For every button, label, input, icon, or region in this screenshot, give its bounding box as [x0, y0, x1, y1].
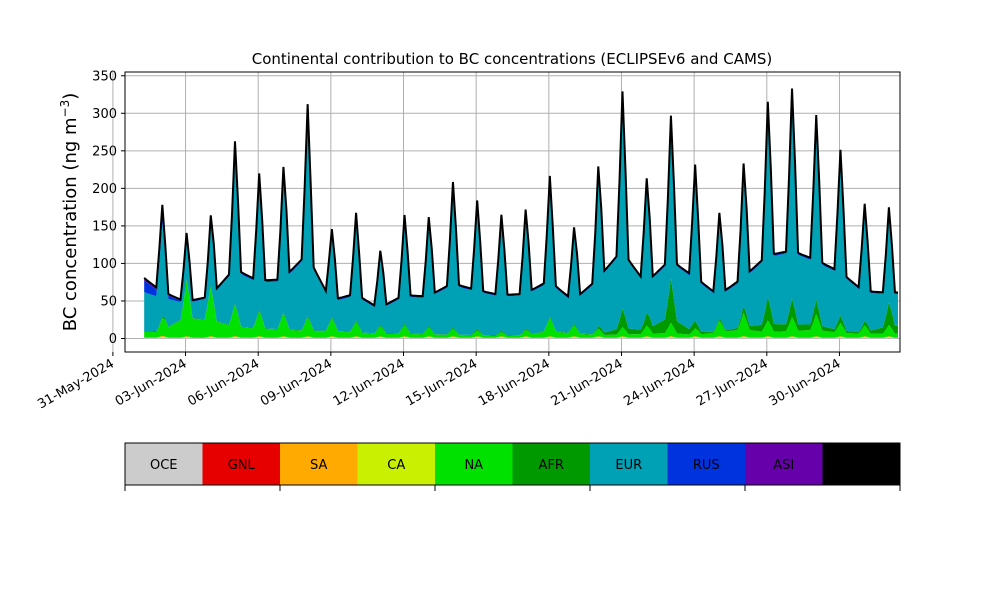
- legend-label-afr: AFR: [539, 458, 564, 473]
- legend-label-ca: CA: [387, 458, 405, 473]
- y-axis-label-sup: −3: [58, 100, 72, 118]
- x-tick-label: 18-Jun-2024: [476, 356, 553, 409]
- legend-swatch-gnl: [202, 443, 280, 485]
- x-tick-label: 24-Jun-2024: [621, 356, 698, 409]
- area-afr: [144, 278, 898, 337]
- x-tick-label: 03-Jun-2024: [113, 356, 190, 409]
- area-na: [144, 280, 898, 338]
- plot-frame: [124, 71, 901, 353]
- legend-swatch-rus: [667, 443, 745, 485]
- legend-swatch-oce: [125, 443, 203, 485]
- y-tick-label: 0: [109, 332, 117, 347]
- y-axis-label-main: BC concentration (ng m: [60, 117, 81, 331]
- x-tick-label: 27-Jun-2024: [694, 356, 771, 409]
- y-axis-label-close: ): [60, 93, 81, 100]
- area-eur: [144, 93, 898, 336]
- x-tick-label: 31-May-2024: [35, 356, 117, 412]
- area-sa: [144, 335, 898, 338]
- chart-title: Continental contribution to BC concentra…: [252, 50, 773, 68]
- y-axis-label: BC concentration (ng m−3): [58, 93, 81, 332]
- y-tick-label: 150: [92, 219, 117, 234]
- y-tick-label: 300: [92, 107, 117, 122]
- x-tick-label: 09-Jun-2024: [258, 356, 335, 409]
- legend-swatch-ca: [357, 443, 435, 485]
- legend-label-asi: ASI: [773, 458, 794, 473]
- legend-swatch-afr: [512, 443, 590, 485]
- y-tick-label: 250: [92, 144, 117, 159]
- x-tick-label: 21-Jun-2024: [549, 356, 626, 409]
- y-tick-label: 200: [92, 182, 117, 197]
- legend-label-oce: OCE: [150, 458, 178, 473]
- legend-swatch-asi: [745, 443, 823, 485]
- legend-label-aus: AUS: [848, 458, 875, 473]
- x-tick-label: 06-Jun-2024: [185, 356, 262, 409]
- legend-frame: [124, 442, 901, 486]
- legend-swatch-eur: [590, 443, 668, 485]
- legend-swatch-aus: [822, 443, 900, 485]
- x-tick-label: 30-Jun-2024: [767, 356, 844, 409]
- y-tick-label: 50: [100, 294, 117, 309]
- area-oce: [144, 336, 898, 339]
- legend-label-na: NA: [464, 458, 483, 473]
- legend-label-gnl: GNL: [228, 458, 256, 473]
- legend-colorbar: OCE GNL SA CA NA AFR EUR RUS ASI AUS: [124, 442, 901, 491]
- stacked-areas: [143, 88, 899, 339]
- x-tick-label: 15-Jun-2024: [403, 356, 480, 409]
- legend-swatch-sa: [280, 443, 358, 485]
- legend-label-rus: RUS: [693, 458, 720, 473]
- legend-swatch-na: [435, 443, 513, 485]
- legend-label-eur: EUR: [615, 458, 642, 473]
- x-tick-label: 12-Jun-2024: [331, 356, 408, 409]
- y-tick-label: 100: [92, 257, 117, 272]
- legend-label-sa: SA: [310, 458, 327, 473]
- y-tick-label: 350: [92, 69, 117, 84]
- total-line: [143, 88, 899, 307]
